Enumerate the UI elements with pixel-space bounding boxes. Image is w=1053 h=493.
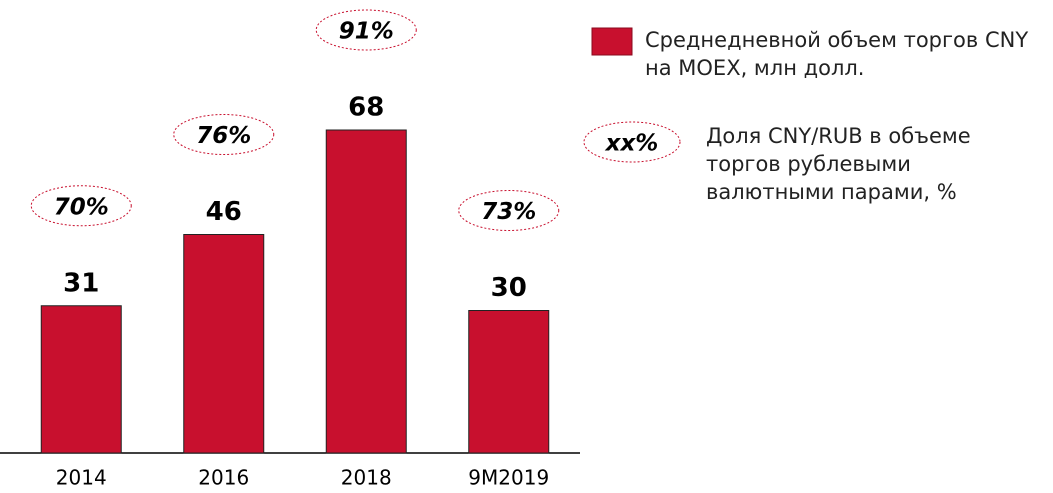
x-tick-label: 9M2019 [468,466,549,490]
bar [183,234,265,454]
share-label: 76% [196,123,251,149]
x-tick-label: 2014 [56,466,107,490]
legend-swatch [591,27,633,56]
x-tick-label: 2018 [341,466,392,490]
legend-entry: Доля CNY/RUB в объеме торгов рублевыми в… [706,124,971,204]
value-label: 31 [63,268,99,298]
legend-entry: Среднедневной объем торгов CNY на MOEX, … [645,28,1029,80]
share-ellipse [458,190,560,231]
bar [468,310,550,454]
value-label: 68 [348,93,384,123]
x-tick-label: 2016 [198,466,249,490]
share-ellipse [315,9,417,51]
bar [40,305,122,454]
share-ellipse [173,114,275,155]
share-label: 70% [54,194,109,220]
legend-ellipse [583,121,681,163]
legend-marker-label: xx% [605,131,659,157]
value-label: 30 [491,273,527,303]
share-label: 73% [481,199,536,225]
share-ellipse [30,185,132,227]
bar [325,129,407,454]
share-label: 91% [339,19,394,45]
value-label: 46 [206,197,242,227]
